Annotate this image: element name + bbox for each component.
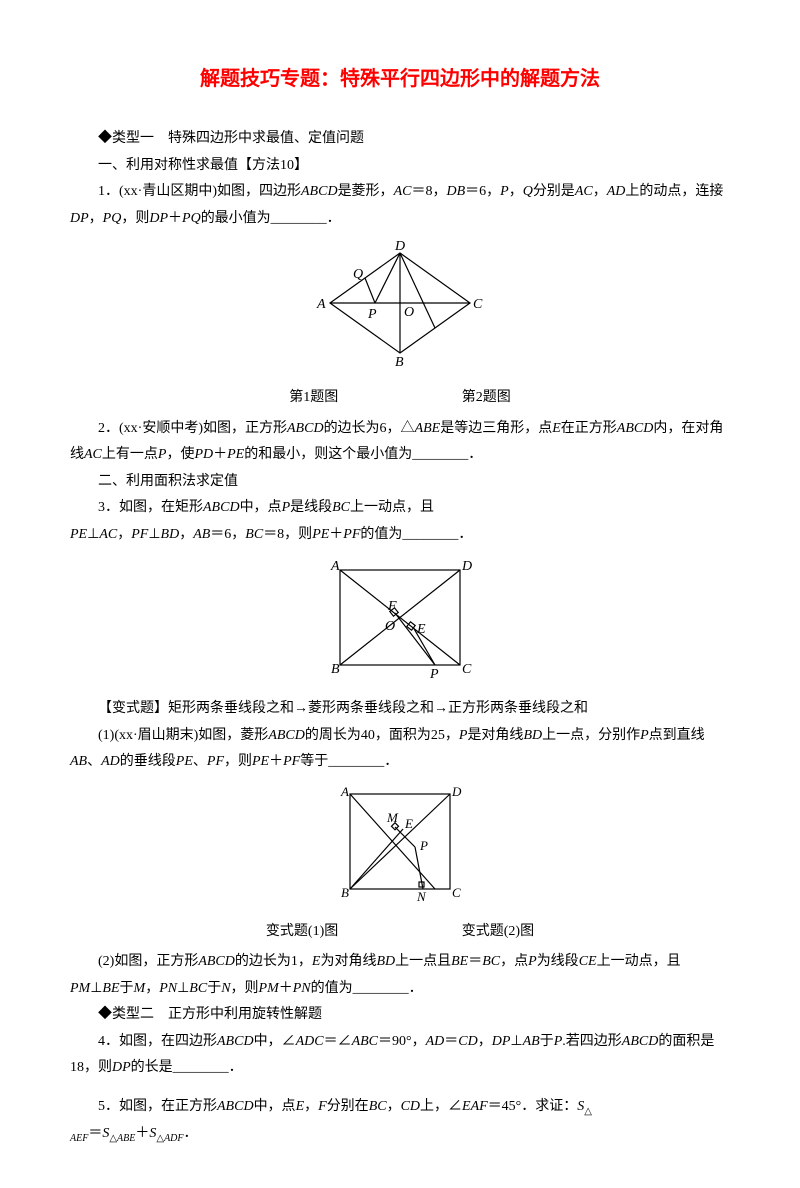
svg-text:E: E — [404, 816, 413, 831]
caption-2: 第2题图 — [462, 385, 511, 412]
type2-heading: ◆类型二 正方形中利用旋转性解题 — [70, 1002, 730, 1029]
svg-text:M: M — [386, 810, 399, 825]
problem-2: 2．(xx·安顺中考)如图，正方形ABCD的边长为6，△ABE是等边三角形，点E… — [70, 416, 730, 469]
svg-text:B: B — [395, 355, 404, 368]
svg-text:O: O — [385, 619, 395, 634]
svg-text:B: B — [341, 885, 349, 900]
svg-text:P: P — [419, 838, 428, 853]
problem-5: 5．如图，在正方形ABCD中，点E，F分别在BC，CD上，∠EAF＝45°．求证… — [70, 1094, 730, 1121]
caption-row-1: 第1题图 第2题图 — [70, 385, 730, 412]
type1-heading: ◆类型一 特殊四边形中求最值、定值问题 — [70, 126, 730, 153]
svg-text:F: F — [387, 599, 397, 614]
figure-3: A D B C M E P N — [70, 782, 730, 913]
svg-text:Q: Q — [353, 267, 363, 282]
problem-1: 1．(xx·青山区期中)如图，四边形ABCD是菱形，AC＝8，DB＝6，P，Q分… — [70, 179, 730, 232]
svg-text:A: A — [330, 559, 340, 574]
variant-2: (2)如图，正方形ABCD的边长为1，E为对角线BD上一点且BE＝BC，点P为线… — [70, 949, 730, 1002]
section-2-heading: 二、利用面积法求定值 — [70, 469, 730, 496]
method-heading: 一、利用对称性求最值【方法10】 — [70, 153, 730, 180]
caption-1: 第1题图 — [289, 385, 338, 412]
caption-v2: 变式题(2)图 — [462, 919, 534, 946]
problem-3-cont: PE⊥AC，PF⊥BD，AB＝6，BC＝8，则PE＋PF的值为________． — [70, 522, 730, 549]
svg-text:C: C — [452, 885, 461, 900]
svg-text:C: C — [473, 297, 483, 312]
svg-text:D: D — [461, 559, 472, 574]
svg-text:B: B — [331, 662, 340, 677]
svg-text:E: E — [416, 622, 426, 637]
svg-text:N: N — [416, 889, 427, 902]
svg-text:P: P — [367, 307, 377, 322]
figure-1: A D C B O P Q — [70, 238, 730, 379]
svg-text:D: D — [451, 784, 462, 799]
svg-text:P: P — [429, 667, 439, 680]
svg-text:A: A — [316, 297, 326, 312]
figure-2: A D B C F O E P — [70, 555, 730, 691]
caption-v1: 变式题(1)图 — [266, 919, 338, 946]
svg-text:A: A — [340, 784, 349, 799]
variant-heading: 【变式题】矩形两条垂线段之和→菱形两条垂线段之和→正方形两条垂线段之和 — [70, 696, 730, 723]
problem-3: 3．如图，在矩形ABCD中，点P是线段BC上一动点，且 — [70, 495, 730, 522]
svg-text:O: O — [404, 305, 414, 320]
page-title: 解题技巧专题：特殊平行四边形中的解题方法 — [70, 60, 730, 98]
svg-text:D: D — [394, 239, 405, 254]
problem-4: 4．如图，在四边形ABCD中，∠ADC＝∠ABC＝90°，AD＝CD，DP⊥AB… — [70, 1029, 730, 1082]
variant-1: (1)(xx·眉山期末)如图，菱形ABCD的周长为40，面积为25，P是对角线B… — [70, 723, 730, 776]
caption-row-2: 变式题(1)图 变式题(2)图 — [70, 919, 730, 946]
problem-5-cont: AEF＝S△ABE＋S△ADF． — [70, 1121, 730, 1148]
svg-text:C: C — [462, 662, 472, 677]
